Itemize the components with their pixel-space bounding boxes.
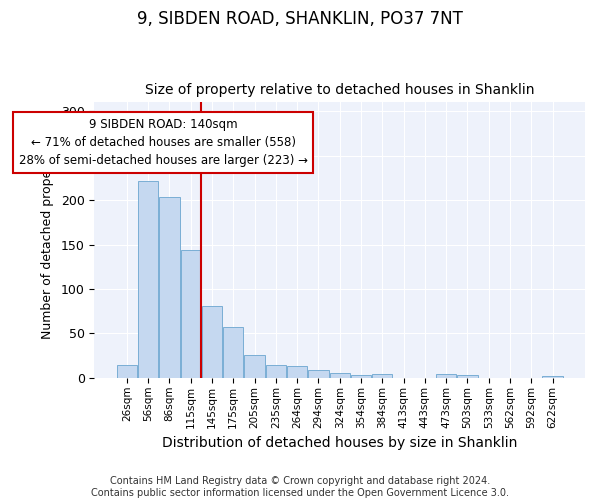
Bar: [351, 375, 371, 378]
Bar: [308, 370, 329, 378]
Bar: [160, 198, 179, 378]
Text: 9 SIBDEN ROAD: 140sqm
← 71% of detached houses are smaller (558)
28% of semi-det: 9 SIBDEN ROAD: 140sqm ← 71% of detached …: [19, 118, 308, 168]
Bar: [436, 374, 456, 378]
Y-axis label: Number of detached properties: Number of detached properties: [41, 142, 54, 338]
Bar: [181, 250, 201, 378]
Bar: [202, 306, 222, 378]
Text: 9, SIBDEN ROAD, SHANKLIN, PO37 7NT: 9, SIBDEN ROAD, SHANKLIN, PO37 7NT: [137, 10, 463, 28]
Bar: [457, 375, 478, 378]
Bar: [138, 180, 158, 378]
Title: Size of property relative to detached houses in Shanklin: Size of property relative to detached ho…: [145, 83, 535, 97]
Bar: [542, 376, 563, 378]
Text: Contains HM Land Registry data © Crown copyright and database right 2024.
Contai: Contains HM Land Registry data © Crown c…: [91, 476, 509, 498]
Bar: [266, 366, 286, 378]
Bar: [117, 364, 137, 378]
Bar: [329, 374, 350, 378]
Bar: [372, 374, 392, 378]
Bar: [244, 355, 265, 378]
Bar: [223, 327, 244, 378]
X-axis label: Distribution of detached houses by size in Shanklin: Distribution of detached houses by size …: [162, 436, 517, 450]
Bar: [287, 366, 307, 378]
